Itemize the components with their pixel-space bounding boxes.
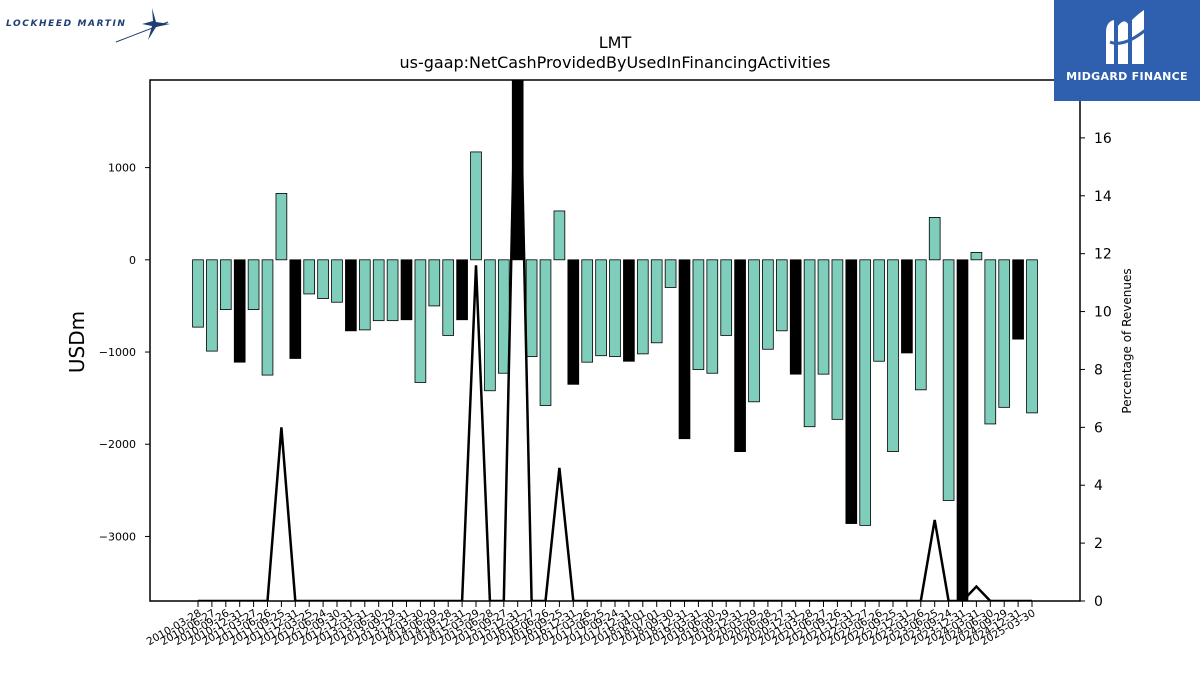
bar — [428, 259, 441, 307]
bar — [636, 259, 649, 355]
bar — [720, 259, 733, 336]
bar — [414, 259, 427, 383]
midgard-finance-logo: MIDGARD FINANCE — [1054, 0, 1200, 101]
bar — [261, 259, 274, 376]
bar — [484, 259, 496, 392]
bar — [219, 259, 232, 310]
bar — [192, 259, 204, 328]
bar — [539, 259, 552, 406]
bar — [400, 259, 413, 321]
y2-tick-label: 16 — [1094, 131, 1112, 147]
bar — [831, 259, 844, 420]
y2-tick-label: 6 — [1094, 420, 1103, 436]
y2-tick-label: 2 — [1094, 536, 1103, 552]
bar — [289, 259, 302, 359]
bar — [845, 259, 858, 524]
bar — [775, 259, 788, 332]
bar — [206, 259, 218, 352]
bar — [734, 259, 746, 453]
y-tick-label: −1000 — [99, 346, 136, 359]
bar — [678, 259, 691, 440]
bar — [956, 259, 969, 601]
bar — [567, 259, 580, 385]
y2-tick-label: 0 — [1094, 594, 1103, 610]
x-axis-ticks: 2010-03-282010-06-272010-09-262010-12-31… — [145, 601, 1038, 648]
bar — [942, 259, 955, 501]
lockheed-martin-logo: LOCKHEED MARTIN — [4, 6, 170, 46]
y-tick-label: 0 — [129, 254, 136, 267]
bar — [331, 259, 343, 303]
y2-tick-label: 10 — [1094, 305, 1112, 321]
bar — [901, 259, 913, 354]
bar — [762, 259, 774, 350]
y-tick-label: −3000 — [99, 530, 136, 543]
chart-subtitle: us-gaap:NetCashProvidedByUsedInFinancing… — [399, 53, 830, 72]
bar — [386, 259, 399, 322]
bar-series — [192, 80, 1038, 601]
bar — [345, 259, 357, 332]
bar — [789, 259, 802, 375]
y-axis-ticks: 1000 0 −1000 −2000 −3000 — [99, 162, 150, 543]
bar — [609, 259, 621, 358]
bar — [748, 259, 760, 403]
bar — [928, 216, 941, 261]
bar — [873, 259, 885, 362]
bar — [233, 259, 246, 363]
y2-axis-label: Percentage of Revenues — [1120, 268, 1134, 413]
y-tick-label: −2000 — [99, 438, 136, 451]
bar — [525, 259, 538, 358]
y-tick-label: 1000 — [108, 162, 136, 175]
bar — [511, 80, 524, 261]
y-axis-label: USDm — [65, 311, 89, 373]
bar — [553, 210, 566, 261]
bar — [623, 259, 635, 362]
y2-tick-label: 12 — [1094, 247, 1112, 263]
y2-axis-ticks: 0 2 4 6 8 10 12 14 16 — [1080, 131, 1112, 610]
bar — [1026, 259, 1038, 414]
bar — [706, 259, 719, 374]
bar — [970, 252, 983, 261]
y2-tick-label: 8 — [1094, 362, 1103, 378]
bar — [692, 259, 705, 370]
bar — [859, 259, 872, 526]
bar — [1012, 259, 1024, 340]
bar — [247, 259, 260, 310]
bar — [275, 193, 288, 261]
y2-tick-label: 14 — [1094, 189, 1112, 205]
bar — [470, 151, 482, 261]
bar — [595, 259, 607, 357]
bar — [650, 259, 663, 344]
bar — [887, 259, 899, 453]
bar — [372, 259, 385, 322]
bar — [998, 259, 1011, 408]
left-logo-text: LOCKHEED MARTIN — [6, 19, 127, 29]
bar — [358, 259, 371, 331]
bar — [317, 259, 329, 299]
star-swoosh-icon — [115, 8, 170, 43]
bar — [456, 259, 468, 321]
right-logo-text: MIDGARD FINANCE — [1066, 70, 1188, 83]
bar — [664, 259, 677, 288]
bar — [817, 259, 830, 375]
bar — [442, 259, 455, 336]
bar — [984, 259, 997, 425]
bar — [581, 259, 594, 363]
chart-title: LMT — [599, 33, 632, 52]
y2-tick-label: 4 — [1094, 478, 1103, 494]
bar — [803, 259, 816, 428]
bar — [914, 259, 927, 391]
bar — [303, 259, 316, 295]
bar — [497, 259, 510, 374]
midgard-m-icon — [1106, 10, 1149, 64]
